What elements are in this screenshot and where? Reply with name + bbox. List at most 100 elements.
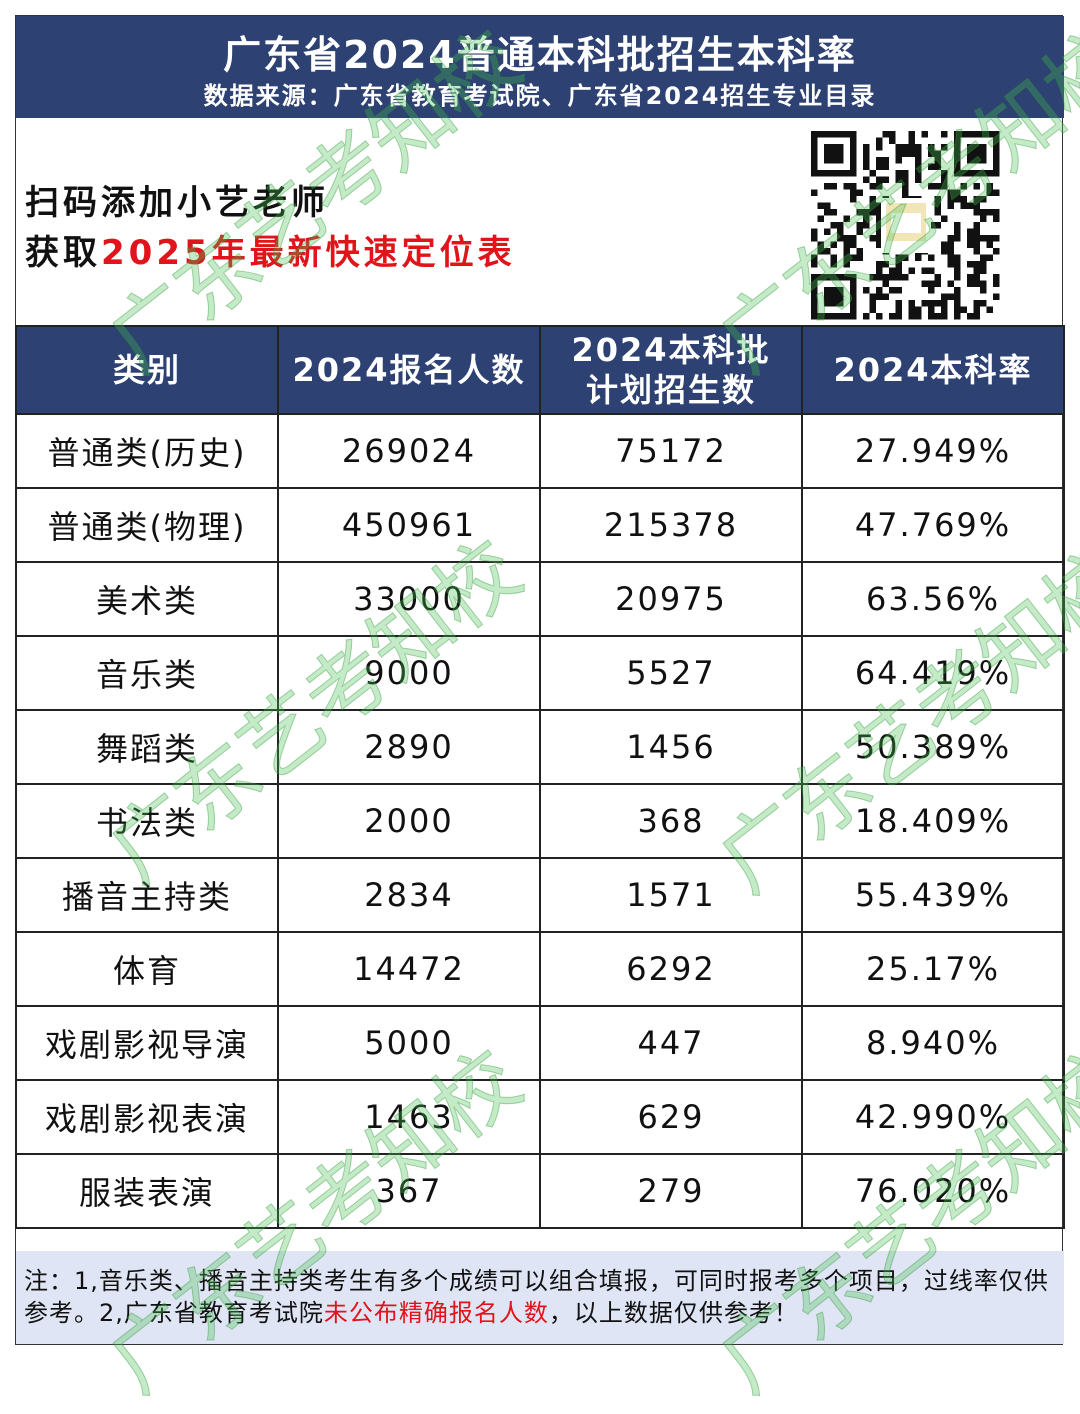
qr-module (876, 228, 883, 235)
qr-module (928, 306, 935, 313)
note-highlight: 未公布精确报名人数 (323, 1299, 549, 1327)
qr-module (843, 215, 850, 222)
qr-module (960, 202, 967, 209)
table-cell: 47.769% (801, 487, 1065, 563)
qr-module (837, 228, 844, 235)
qr-module (980, 235, 987, 242)
qr-module (908, 137, 915, 144)
qr-module (902, 183, 909, 190)
table-cell: 舞蹈类 (15, 709, 279, 785)
qr-module (824, 202, 831, 209)
qr-module (967, 144, 987, 164)
qr-module (993, 248, 1000, 255)
qr-module (928, 280, 935, 287)
table-cell: 279 (539, 1153, 803, 1229)
qr-module (882, 274, 889, 281)
table-row: 书法类 2000 368 18.409% (15, 783, 1065, 859)
qr-module (850, 254, 857, 261)
qr-module (921, 267, 928, 274)
qr-module (863, 287, 870, 294)
qr-module (876, 261, 883, 268)
table-cell: 6292 (539, 931, 803, 1007)
qr-module (934, 274, 941, 281)
qr-module (837, 235, 844, 242)
qr-module (876, 215, 883, 222)
qr-module (889, 131, 896, 138)
qr-module (863, 163, 870, 170)
table-cell: 55.439% (801, 857, 1065, 933)
table-row: 播音主持类 2834 1571 55.439% (15, 857, 1065, 933)
qr-module (934, 196, 941, 203)
promo-line: 扫码添加小艺老师 (25, 183, 329, 223)
qr-module (895, 313, 902, 320)
qr-module (934, 209, 941, 216)
table-row: 音乐类 9000 5527 64.419% (15, 635, 1065, 711)
table-cell: 音乐类 (15, 635, 279, 711)
qr-module (941, 241, 948, 248)
table-cell: 1571 (539, 857, 803, 933)
qr-module (986, 306, 993, 313)
qr-module (993, 280, 1000, 287)
qr-module (850, 235, 857, 242)
qr-module (902, 254, 909, 261)
table-cell: 戏剧影视表演 (15, 1079, 279, 1155)
qr-module (947, 235, 954, 242)
qr-module (843, 235, 850, 242)
qr-module (967, 228, 974, 235)
qr-module (954, 254, 961, 261)
table-row: 戏剧影视表演 1463 629 42.990% (15, 1079, 1065, 1155)
qr-module (856, 228, 863, 235)
qr-module (895, 306, 902, 313)
qr-module (915, 157, 922, 164)
qr-module (895, 150, 902, 157)
qr-module (928, 222, 935, 229)
table-cell: 76.020% (801, 1153, 1065, 1229)
table-cell: 367 (277, 1153, 541, 1229)
table-cell: 体育 (15, 931, 279, 1007)
table-cell: 215378 (539, 487, 803, 563)
qr-module (837, 222, 844, 229)
table-cell: 1456 (539, 709, 803, 785)
qr-module (863, 144, 870, 151)
qr-module (889, 287, 896, 294)
qr-module (824, 144, 844, 164)
qr-module (908, 300, 915, 307)
qr-module (954, 261, 961, 268)
table-body: 普通类(历史) 269024 75172 27.949% 普通类(物理) 450961 21… (15, 413, 1065, 1229)
page: {"header":{"title":"广东省2024普通本科批招生本科率","… (15, 12, 1080, 1412)
qr-module (817, 215, 824, 222)
qr-module (986, 235, 993, 242)
qr-module (954, 287, 961, 294)
qr-module (830, 183, 837, 190)
qr-module (973, 267, 980, 274)
qr-module (843, 261, 850, 268)
qr-module (973, 274, 980, 281)
qr-module (980, 196, 987, 203)
qr-module (947, 241, 954, 248)
qr-module (856, 254, 863, 261)
qr-module (843, 241, 850, 248)
table-cell: 播音主持类 (15, 857, 279, 933)
qr-module (889, 137, 896, 144)
qr-module (902, 274, 909, 281)
qr-module (876, 176, 883, 183)
qr-module (954, 267, 961, 274)
qr-module (869, 196, 876, 203)
qr-module (928, 183, 935, 190)
qr-module (895, 176, 902, 183)
qr-module (960, 196, 967, 203)
qr-module (895, 144, 902, 151)
table-cell: 368 (539, 783, 803, 859)
qr-module (869, 183, 876, 190)
table-row: 美术类 33000 20975 63.56% (15, 561, 1065, 637)
promo-highlight: 2025年最新快速定位表 (101, 233, 516, 273)
qr-module (882, 131, 889, 138)
table-cell: 450961 (277, 487, 541, 563)
qr-module (863, 215, 870, 222)
qr-module (863, 313, 870, 320)
qr-module (817, 248, 824, 255)
qr-module (947, 254, 954, 261)
qr-module (934, 202, 941, 209)
qr-module (941, 313, 948, 320)
qr-module (954, 293, 961, 300)
